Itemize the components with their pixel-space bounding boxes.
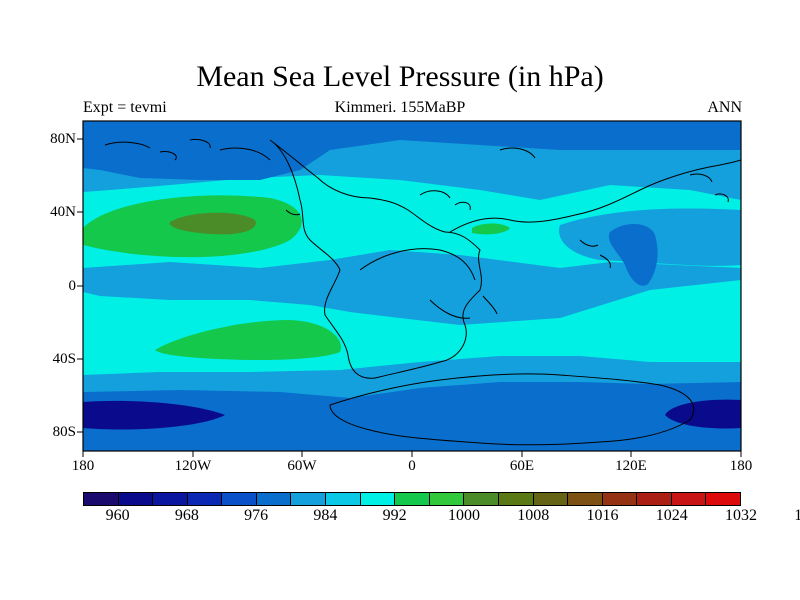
colorbar-cell <box>326 493 361 505</box>
lon-tick-label: 0 <box>408 458 416 474</box>
colorbar-cell <box>706 493 740 505</box>
field-asia-core <box>608 224 658 286</box>
colorbar-cell <box>568 493 603 505</box>
colorbar-label: 1032 <box>725 507 757 524</box>
colorbar-cell <box>637 493 672 505</box>
lat-tick-label: 0 <box>68 278 77 294</box>
colorbar-cell <box>533 493 569 505</box>
lon-tick-label: 60E <box>509 458 535 474</box>
field-equatorial-low <box>83 250 741 325</box>
season-label: ANN <box>707 99 742 116</box>
colorbar-label: 1016 <box>586 507 619 524</box>
colorbar-cell <box>429 493 465 505</box>
lon-tick-label: 180 <box>71 458 95 474</box>
lon-tick-label: 180 <box>729 458 753 474</box>
period-label: Kimmeri. 155MaBP <box>334 99 466 116</box>
field-tethys-high <box>472 223 510 235</box>
colorbar-label: 976 <box>244 507 269 524</box>
colorbar-cell <box>395 493 430 505</box>
colorbar-cell <box>118 493 154 505</box>
lon-tick-label: 120E <box>615 458 647 474</box>
colorbar <box>83 492 741 506</box>
colorbar-label: 968 <box>174 507 199 524</box>
colorbar-label: 1000 <box>447 507 480 524</box>
colorbar-cell <box>360 493 396 505</box>
field-pacific-core <box>169 212 256 235</box>
colorbar-label: 960 <box>105 507 130 524</box>
lon-tick-label: 60W <box>287 458 317 474</box>
lat-tick-label: 40N <box>50 204 76 220</box>
lat-tick-label: 40S <box>52 351 76 367</box>
lat-tick-label: 80N <box>50 131 76 147</box>
colorbar-cell <box>464 493 499 505</box>
colorbar-label: 1008 <box>517 507 550 524</box>
colorbar-cell <box>291 493 327 505</box>
colorbar-cell <box>222 493 257 505</box>
field-south-low <box>83 382 741 451</box>
field-north-low <box>83 121 741 180</box>
colorbar-label: 1040 <box>794 507 800 524</box>
field-south-deep-left <box>83 400 225 430</box>
coastlines <box>104 139 741 446</box>
lon-tick-label: 120W <box>174 458 212 474</box>
colorbar-label: 992 <box>382 507 407 524</box>
lat-tick-label: 80S <box>52 424 76 440</box>
experiment-label: Expt = tevmi <box>83 99 167 116</box>
colorbar-cell <box>256 493 292 505</box>
colorbar-cell <box>84 493 119 505</box>
colorbar-cell <box>187 493 223 505</box>
colorbar-cell <box>602 493 638 505</box>
colorbar-cell <box>153 493 188 505</box>
colorbar-label: 984 <box>313 507 338 524</box>
tick-marks <box>77 138 742 457</box>
field-south-deep-right <box>665 399 741 429</box>
page-title: Mean Sea Level Pressure (in hPa) <box>196 60 604 93</box>
colorbar-cell <box>498 493 534 505</box>
colorbar-cell <box>671 493 707 505</box>
colorbar-label: 1024 <box>655 507 688 524</box>
field-south-high <box>155 320 341 360</box>
